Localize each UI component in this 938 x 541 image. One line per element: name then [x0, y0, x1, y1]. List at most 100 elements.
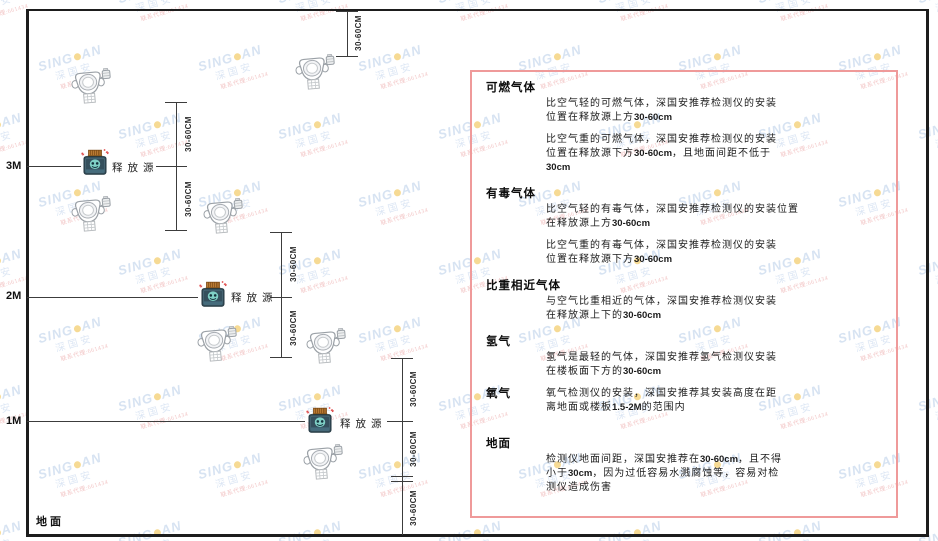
- height-label-1m: 1M: [6, 415, 22, 427]
- dim-label-30-60cm: 30-60CM: [354, 15, 363, 51]
- section-paragraph: 氧气检测仪的安装，深国安推荐其安装高度在距 离地面或楼板1.5-2M的范围内: [546, 388, 777, 413]
- watermark-dot-icon: [72, 324, 82, 334]
- watermark-contact-text: 联系代理:661434: [140, 139, 190, 159]
- watermark-dot-icon: [72, 460, 82, 470]
- watermark-cjk-text: 深国安: [454, 0, 495, 15]
- release-source-icon: [197, 281, 229, 309]
- gas-detector-icon: [68, 194, 113, 236]
- watermark-dot-icon: [392, 188, 402, 198]
- watermark-cjk-text: 深国安: [294, 129, 335, 151]
- section-heading: 氧气: [486, 388, 511, 400]
- watermark-cjk-text: 深国安: [934, 129, 938, 151]
- watermark-cjk-text: 深国安: [134, 129, 175, 151]
- watermark-contact-text: 联系代理:661434: [300, 275, 350, 295]
- panel-section: 可燃气体 比空气轻的可燃气体，深国安推荐检测仪的安装 位置在释放源上方30-60c…: [486, 77, 882, 183]
- dim-tick: [391, 481, 413, 482]
- watermark-cjk-text: 深国安: [134, 401, 175, 423]
- watermark-contact-text: 联系代理:661434: [0, 3, 30, 23]
- watermark-contact-text: 联系代理:661434: [780, 3, 830, 23]
- section-heading: 有毒气体: [486, 188, 536, 200]
- watermark-cjk-text: 深国安: [774, 0, 815, 15]
- watermark-cjk-text: 深国安: [934, 401, 938, 423]
- watermark-cjk-text: 深国安: [934, 0, 938, 15]
- watermark-dot-icon: [872, 52, 882, 62]
- watermark-cjk-text: 深国安: [54, 469, 95, 491]
- panel-section: 有毒气体 比空气轻的有毒气体，深国安推荐检测仪的安装位置 在释放源上方30-60c…: [486, 183, 882, 275]
- watermark-cjk-text: 深国安: [294, 265, 335, 287]
- dim-tick: [270, 297, 292, 298]
- gas-detector-icon: [194, 324, 239, 366]
- watermark-contact-text: 联系代理:661434: [380, 343, 430, 363]
- watermark-contact-text: 联系代理:661434: [140, 275, 190, 295]
- dim-line-d: [402, 358, 403, 535]
- watermark-dot-icon: [392, 52, 402, 62]
- ceiling-line: [26, 9, 929, 11]
- section-heading: 地面: [486, 438, 511, 450]
- section-heading: 比重相近气体: [486, 280, 561, 292]
- panel-section: 比重相近气体 与空气比重相近的气体，深国安推荐检测仪安装 在释放源上下的30-60…: [486, 275, 882, 331]
- section-paragraph: 比空气重的可燃气体，深国安推荐检测仪的安装 位置在释放源下方30-60cm，且地…: [546, 134, 777, 173]
- watermark-dot-icon: [0, 256, 2, 266]
- gas-detector-icon: [300, 442, 345, 484]
- watermark-dot-icon: [0, 392, 2, 402]
- info-panel: 可燃气体 比空气轻的可燃气体，深国安推荐检测仪的安装 位置在释放源上方30-60c…: [470, 70, 898, 518]
- dim-tick: [391, 358, 413, 359]
- watermark-contact-text: 联系代理:661434: [60, 343, 110, 363]
- watermark-dot-icon: [232, 460, 242, 470]
- watermark-cjk-text: 深国安: [934, 265, 938, 287]
- watermark-dot-icon: [712, 52, 722, 62]
- release-source-label: 释放源: [340, 419, 387, 430]
- dim-tick: [336, 56, 358, 57]
- dim-label-30-60cm: 30-60CM: [409, 490, 418, 526]
- dim-label-30-60cm: 30-60CM: [409, 371, 418, 407]
- height-label-3m: 3M: [6, 160, 22, 172]
- watermark-contact-text: 联系代理:661434: [220, 479, 270, 499]
- height-label-2m: 2M: [6, 290, 22, 302]
- watermark-contact-text: 联系代理:661434: [60, 479, 110, 499]
- watermark-dot-icon: [72, 52, 82, 62]
- watermark-cjk-text: 深国安: [134, 265, 175, 287]
- level-line-2m: [27, 297, 198, 298]
- dim-tick: [270, 232, 292, 233]
- watermark-contact-text: 联系代理:661434: [0, 139, 30, 159]
- release-source-label: 释放源: [231, 293, 278, 304]
- watermark-dot-icon: [152, 120, 162, 130]
- panel-section: 氢气 氢气是最轻的气体，深国安推荐氢气检测仪安装 在楼板面下方的30-60cm: [486, 331, 882, 387]
- dim-line-c: [281, 232, 282, 358]
- panel-section: 地面 检测仪地面间距，深国安推荐在30-60cm，且不得 小于30cm，因为过低容…: [486, 433, 882, 503]
- watermark-contact-text: 联系代理:661434: [300, 139, 350, 159]
- watermark-dot-icon: [312, 120, 322, 130]
- release-source-icon: [79, 149, 111, 177]
- level-line-3m: [27, 166, 81, 167]
- watermark-dot-icon: [312, 392, 322, 402]
- gas-detector-icon: [303, 326, 348, 368]
